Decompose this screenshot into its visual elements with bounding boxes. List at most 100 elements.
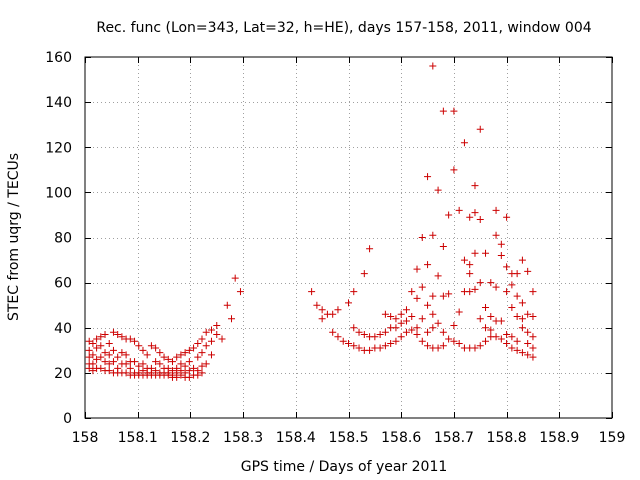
data-point <box>360 331 368 339</box>
data-point <box>497 252 505 260</box>
data-point <box>139 346 147 354</box>
data-point <box>387 340 395 348</box>
data-point <box>173 353 181 361</box>
data-point <box>392 324 400 332</box>
x-tick-label: 158.7 <box>434 430 474 446</box>
data-point <box>207 351 215 359</box>
data-point <box>101 358 109 366</box>
data-point <box>228 315 236 323</box>
data-point <box>190 344 198 352</box>
data-point <box>418 234 426 241</box>
data-point <box>476 342 484 350</box>
data-point <box>109 358 117 366</box>
data-point <box>105 360 113 368</box>
data-point <box>345 340 352 348</box>
data-point <box>97 333 105 341</box>
data-point <box>397 333 405 341</box>
data-point <box>177 371 185 379</box>
data-point <box>198 335 206 343</box>
data-point <box>497 317 505 325</box>
data-point <box>445 211 453 219</box>
data-point <box>503 331 511 339</box>
data-point <box>513 292 521 300</box>
data-point <box>85 346 93 354</box>
data-point <box>445 335 453 343</box>
data-point <box>508 303 516 311</box>
data-point <box>524 267 532 275</box>
x-tick-label: 158.3 <box>223 430 263 446</box>
data-point <box>402 328 410 336</box>
data-point <box>487 279 495 287</box>
data-point <box>503 263 511 271</box>
data-point <box>152 358 160 366</box>
data-point <box>114 353 122 361</box>
data-point <box>329 328 337 336</box>
data-point <box>455 340 463 348</box>
data-point <box>213 331 221 339</box>
y-axis-label: STEC from uqrg / TECUs <box>6 153 22 321</box>
data-point <box>376 344 384 352</box>
data-point <box>350 324 358 332</box>
data-point <box>524 310 532 318</box>
data-point <box>89 360 97 368</box>
y-tick-label: 20 <box>54 366 72 382</box>
data-point <box>131 358 139 366</box>
data-point <box>213 321 221 329</box>
x-axis-label: GPS time / Days of year 2011 <box>241 459 448 475</box>
data-point <box>198 349 206 357</box>
data-point <box>455 206 463 214</box>
data-point <box>492 206 500 214</box>
data-point <box>185 367 193 375</box>
y-tick-label: 140 <box>45 95 72 111</box>
data-point <box>429 231 437 239</box>
data-point <box>313 301 321 309</box>
data-point <box>471 182 479 190</box>
data-point <box>350 288 358 296</box>
data-point <box>126 364 134 372</box>
data-point <box>355 328 363 336</box>
data-point <box>529 333 537 341</box>
data-point <box>429 310 437 318</box>
data-point <box>471 209 479 217</box>
data-point <box>318 315 326 323</box>
data-point <box>118 333 126 341</box>
data-point <box>122 360 130 368</box>
x-tick-labels: 158 158.1 158.2 158.3 158.4 158.5 158.6 158.7 15… <box>72 430 626 446</box>
data-point <box>476 125 484 133</box>
data-point <box>185 358 193 366</box>
data-points <box>85 62 537 381</box>
data-point <box>366 245 374 253</box>
data-point <box>105 340 113 348</box>
data-point <box>194 353 202 361</box>
data-point <box>508 333 516 341</box>
data-point <box>413 324 421 332</box>
data-point <box>101 331 109 339</box>
data-point <box>413 265 421 273</box>
data-point <box>402 317 410 325</box>
data-point <box>122 351 130 359</box>
x-tick-label: 158.6 <box>381 430 421 446</box>
data-point <box>450 166 458 174</box>
data-point <box>424 328 432 336</box>
data-point <box>397 319 405 327</box>
data-point <box>503 213 511 221</box>
data-point <box>131 337 139 345</box>
data-point <box>143 351 151 359</box>
data-point <box>492 283 500 291</box>
data-point <box>471 249 479 257</box>
data-point <box>429 292 437 300</box>
data-point <box>518 349 526 357</box>
data-point <box>109 346 117 354</box>
data-point <box>439 243 447 251</box>
data-point <box>518 315 526 323</box>
data-point <box>105 351 113 359</box>
data-point <box>381 310 389 318</box>
data-point <box>139 360 147 368</box>
data-point <box>497 335 505 343</box>
y-tick-label: 0 <box>63 411 72 427</box>
x-tick-label: 158.8 <box>487 430 527 446</box>
data-point <box>85 364 93 372</box>
data-point <box>181 362 189 370</box>
data-point <box>308 288 316 296</box>
